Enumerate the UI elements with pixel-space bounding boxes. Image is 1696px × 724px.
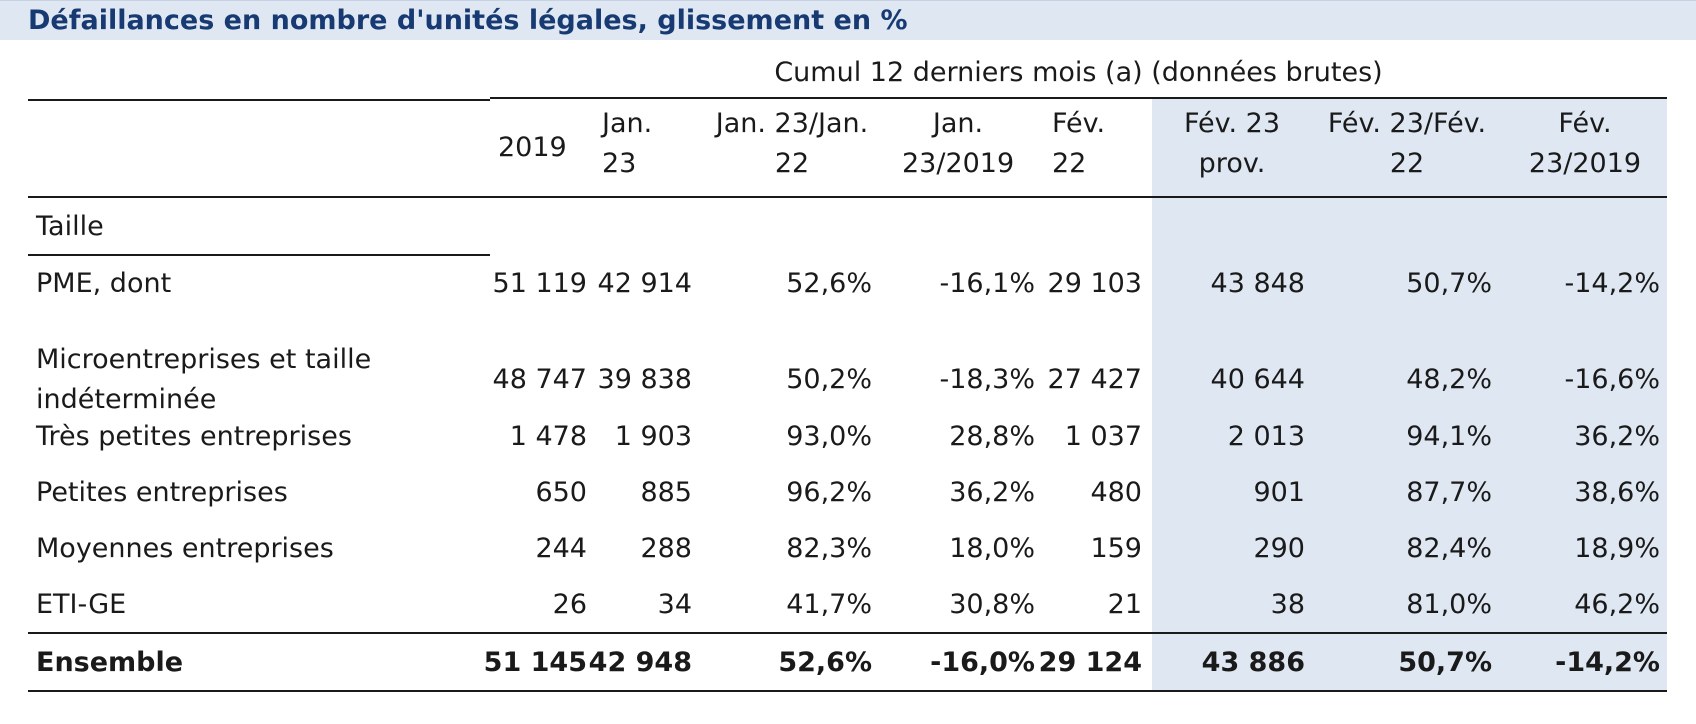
col-header-jan23: Jan. 23 (602, 108, 653, 179)
total-label: Ensemble (36, 647, 184, 678)
val-fev23-fev22: 81,0% (1406, 589, 1492, 620)
val-fev23-2019: 38,6% (1574, 477, 1660, 508)
val-fev22: 29 124 (1038, 647, 1142, 678)
row-label: Microentreprises et taille indéterminée (36, 344, 372, 415)
rule-header-right (490, 97, 1667, 99)
val-fev23-prov: 901 (1253, 477, 1305, 508)
col-header-jan23-2019: Jan. 23/2019 (902, 108, 1015, 179)
val-jan23-2019: 28,8% (949, 421, 1035, 452)
val-fev23-fev22: 87,7% (1406, 477, 1492, 508)
table-title-bar: Défaillances en nombre d'unités légales,… (0, 0, 1696, 40)
val-fev23-2019: 36,2% (1574, 421, 1660, 452)
val-fev22: 21 (1107, 589, 1142, 620)
val-jan23: 42 914 (597, 268, 692, 299)
rule-under-headers (28, 196, 1667, 198)
val-jan23-jan22: 82,3% (786, 533, 872, 564)
val-fev23-fev22: 94,1% (1406, 421, 1492, 452)
val-2019: 26 (552, 589, 587, 620)
rule-above-total (28, 632, 1667, 634)
val-fev23-2019: -14,2% (1564, 268, 1660, 299)
table-title: Défaillances en nombre d'unités légales,… (28, 5, 908, 36)
rule-bottom (28, 690, 1667, 692)
val-jan23-jan22: 50,2% (786, 364, 872, 395)
val-fev23-fev22: 82,4% (1406, 533, 1492, 564)
val-fev23-2019: -14,2% (1555, 647, 1660, 678)
val-fev23-prov: 43 886 (1201, 647, 1305, 678)
row-label: PME, dont (36, 268, 172, 299)
group-header: Cumul 12 derniers mois (a) (données brut… (774, 57, 1383, 88)
val-2019: 51 145 (483, 647, 587, 678)
val-jan23-2019: -16,0% (930, 647, 1035, 678)
val-jan23: 1 903 (614, 421, 692, 452)
val-fev23-fev22: 50,7% (1398, 647, 1492, 678)
val-fev23-prov: 290 (1253, 533, 1305, 564)
val-jan23-jan22: 41,7% (786, 589, 872, 620)
val-fev22: 159 (1090, 533, 1142, 564)
row-label: Moyennes entreprises (36, 533, 334, 564)
val-jan23-2019: -16,1% (939, 268, 1035, 299)
col-header-fev23-fev22: Fév. 23/Fév. 22 (1327, 108, 1487, 179)
row-label: ETI-GE (36, 589, 127, 620)
val-2019: 244 (535, 533, 587, 564)
val-fev23-prov: 40 644 (1210, 364, 1305, 395)
val-fev22: 27 427 (1047, 364, 1142, 395)
row-label: Petites entreprises (36, 477, 288, 508)
val-jan23: 39 838 (597, 364, 692, 395)
val-jan23-2019: -18,3% (939, 364, 1035, 395)
val-fev23-prov: 43 848 (1210, 268, 1305, 299)
rule-header-left (28, 99, 490, 101)
col-header-fev23-prov: Fév. 23 prov. (1183, 108, 1281, 179)
val-jan23: 42 948 (588, 647, 692, 678)
rule-under-section (28, 254, 490, 256)
val-2019: 1 478 (509, 421, 587, 452)
val-fev23-2019: 18,9% (1574, 533, 1660, 564)
val-2019: 48 747 (492, 364, 587, 395)
val-jan23-2019: 36,2% (949, 477, 1035, 508)
val-fev23-fev22: 50,7% (1406, 268, 1492, 299)
val-2019: 51 119 (492, 268, 587, 299)
section-label: Taille (36, 211, 104, 242)
val-fev23-2019: 46,2% (1574, 589, 1660, 620)
val-jan23-jan22: 52,6% (778, 647, 872, 678)
val-jan23: 885 (640, 477, 692, 508)
val-fev23-fev22: 48,2% (1406, 364, 1492, 395)
col-header-jan23-jan22: Jan. 23/Jan. 22 (715, 108, 869, 179)
val-fev22: 480 (1090, 477, 1142, 508)
val-2019: 650 (535, 477, 587, 508)
val-fev22: 1 037 (1064, 421, 1142, 452)
val-fev22: 29 103 (1047, 268, 1142, 299)
col-header-2019: 2019 (498, 132, 567, 163)
val-fev23-prov: 2 013 (1227, 421, 1305, 452)
val-jan23: 34 (657, 589, 692, 620)
val-jan23-jan22: 93,0% (786, 421, 872, 452)
val-jan23: 288 (640, 533, 692, 564)
val-fev23-2019: -16,6% (1564, 364, 1660, 395)
val-jan23-jan22: 96,2% (786, 477, 872, 508)
val-fev23-prov: 38 (1270, 589, 1305, 620)
col-header-fev23-2019: Fév. 23/2019 (1528, 108, 1642, 179)
val-jan23-2019: 30,8% (949, 589, 1035, 620)
row-label: Très petites entreprises (36, 421, 352, 452)
val-jan23-jan22: 52,6% (786, 268, 872, 299)
val-jan23-2019: 18,0% (949, 533, 1035, 564)
col-header-fev22: Fév. 22 (1052, 108, 1106, 179)
